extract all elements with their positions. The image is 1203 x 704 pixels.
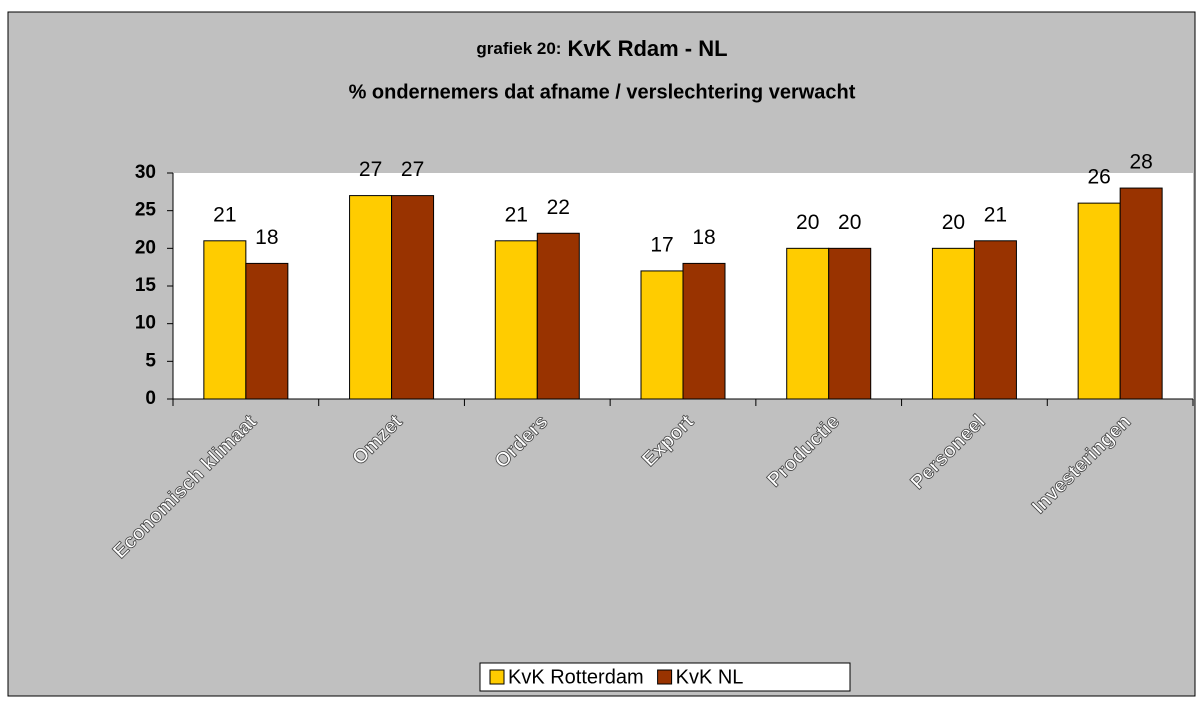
title-main: KvK Rdam - NL: [567, 36, 727, 61]
y-tick-label: 25: [135, 200, 157, 221]
legend: KvK Rotterdam KvK NL: [479, 662, 851, 692]
value-label: 20: [838, 211, 861, 234]
value-label: 22: [547, 196, 570, 219]
value-label: 20: [796, 211, 819, 234]
legend-swatch: [489, 669, 505, 685]
bar: [1119, 187, 1163, 400]
value-label: 28: [1129, 151, 1152, 174]
bar: [682, 262, 726, 400]
bar: [973, 240, 1017, 400]
value-label: 17: [650, 233, 673, 256]
value-label: 18: [255, 226, 278, 249]
y-tick-label: 20: [135, 237, 156, 258]
bar: [349, 195, 393, 400]
bar: [536, 232, 580, 400]
value-label: 27: [401, 158, 424, 181]
y-tick-label: 0: [145, 388, 156, 409]
chart-title: grafiek 20: KvK Rdam - NL: [476, 36, 727, 61]
bar: [203, 240, 247, 400]
bar: [494, 240, 538, 400]
chart-subtitle: % ondernemers dat afname / verslechterin…: [349, 81, 856, 103]
value-label: 20: [942, 211, 965, 234]
bar: [786, 247, 830, 400]
legend-label: KvK Rotterdam: [508, 666, 644, 688]
title-label: grafiek 20:: [476, 39, 561, 58]
value-label: 26: [1087, 166, 1110, 189]
bar: [1077, 202, 1121, 400]
value-label: 21: [505, 203, 528, 226]
legend-label: KvK NL: [676, 666, 744, 688]
y-tick-label: 30: [135, 162, 156, 183]
legend-swatch: [657, 669, 673, 685]
value-label: 21: [984, 203, 1007, 226]
y-tick-label: 15: [135, 275, 157, 296]
y-tick-label: 5: [145, 350, 156, 371]
bar: [931, 247, 975, 400]
value-label: 21: [213, 203, 236, 226]
bar: [828, 247, 872, 400]
y-tick-label: 10: [135, 313, 156, 334]
value-label: 27: [359, 158, 382, 181]
value-label: 18: [692, 226, 715, 249]
bar: [640, 270, 684, 400]
bar: [391, 195, 435, 400]
bar: [245, 262, 289, 400]
